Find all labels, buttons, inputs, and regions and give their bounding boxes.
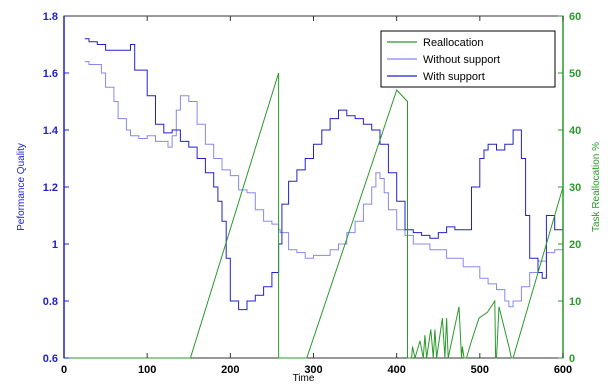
- x-axis-tick-label: 400: [387, 364, 405, 376]
- left-axis-tick-label: 1.6: [43, 68, 58, 80]
- left-axis-tick-label: 0.8: [43, 296, 58, 308]
- x-axis-tick-label: 300: [304, 364, 322, 376]
- x-axis-tick-label: 0: [61, 364, 67, 376]
- left-axis: 0.6 0.8 1 1.2 1.4 1.6 1.8: [43, 11, 69, 365]
- series-line-with-support: [84, 38, 564, 311]
- x-axis-tick-label: 600: [554, 364, 572, 376]
- left-axis-tick-label: 1: [52, 239, 58, 251]
- series-layer: [64, 38, 564, 359]
- right-axis-tick-label: 40: [569, 125, 581, 137]
- left-axis-tick-label: 1.4: [43, 125, 59, 137]
- right-axis-tick-label: 30: [569, 182, 581, 194]
- left-axis-tick-label: 1.2: [43, 182, 58, 194]
- x-axis-tick-label: 200: [221, 364, 239, 376]
- left-axis-title: Peformance Quality: [16, 143, 27, 231]
- legend: Reallocation Without support With support: [380, 30, 556, 88]
- x-axis-tick-label: 500: [471, 364, 489, 376]
- x-axis-tick-label: 100: [138, 364, 156, 376]
- right-axis: 0 10 20 30 40 50 60: [558, 11, 581, 365]
- left-axis-tick-label: 1.8: [43, 11, 58, 23]
- right-axis-tick-label: 50: [569, 68, 581, 80]
- bottom-axis: 0 100 200 300 400 500 600: [61, 16, 572, 376]
- legend-label: With support: [423, 71, 485, 83]
- right-axis-tick-label: 60: [569, 11, 581, 23]
- right-axis-title: Task Reallocation %: [591, 142, 602, 232]
- right-axis-tick-label: 20: [569, 239, 581, 251]
- series-line-reallocation: [64, 72, 564, 359]
- right-axis-tick-label: 10: [569, 296, 581, 308]
- x-axis-title: Time: [293, 373, 315, 384]
- series-line-without-support: [84, 61, 564, 308]
- left-axis-tick-label: 0.6: [43, 353, 58, 365]
- legend-label: Reallocation: [423, 37, 484, 49]
- legend-label: Without support: [423, 54, 500, 66]
- right-axis-tick-label: 0: [569, 353, 575, 365]
